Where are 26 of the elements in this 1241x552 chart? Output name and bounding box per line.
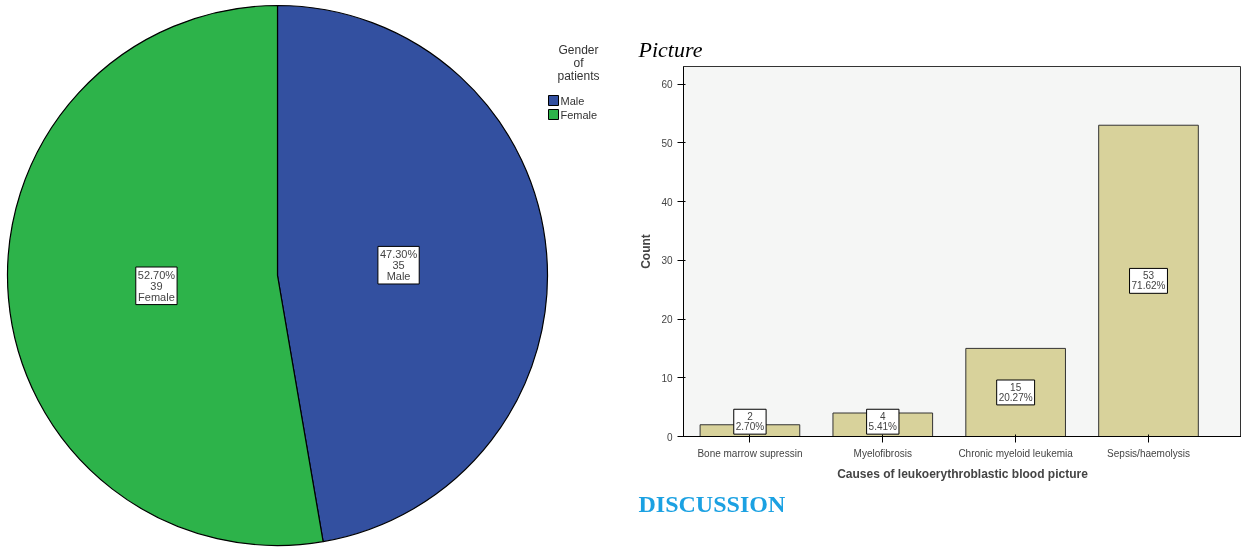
bar [965,347,1066,437]
x-tick-label: Chronic myeloid leukemia [958,447,1074,459]
x-tick-label: Bone marrow supressin [697,447,803,459]
y-tick-label: 50 [661,137,673,149]
y-tick-label: 0 [666,431,673,443]
data-label: 47.30% 35 Male [379,248,418,282]
data-label: 52.70% 39 Female [137,269,176,303]
text: Picture [637,36,703,62]
data-label: 15 20.27% [998,382,1033,403]
x-tick-label: Sepsis/haemolysis [1107,447,1190,459]
y-axis-title: Count [639,234,654,269]
y-tick-label: 10 [661,372,673,384]
x-tick-label: Myelofibrosis [853,447,912,459]
data-label: 4 5.41% [868,411,898,433]
y-tick-label: 20 [661,314,673,326]
x-axis-title: Causes of leukoerythroblastic blood picture [837,466,1089,481]
bar [1098,124,1199,437]
data-label: 2 2.70% [735,411,765,433]
legend-label: Female [560,108,598,121]
y-tick-label: 40 [661,196,673,208]
legend-label: Male [560,94,585,107]
text: DISCUSSION [638,490,786,517]
legend-title: Gender of patients [557,42,600,84]
y-tick-label: 60 [661,79,673,91]
data-label: 53 71.62% [1131,270,1166,292]
y-tick-label: 30 [661,255,673,267]
